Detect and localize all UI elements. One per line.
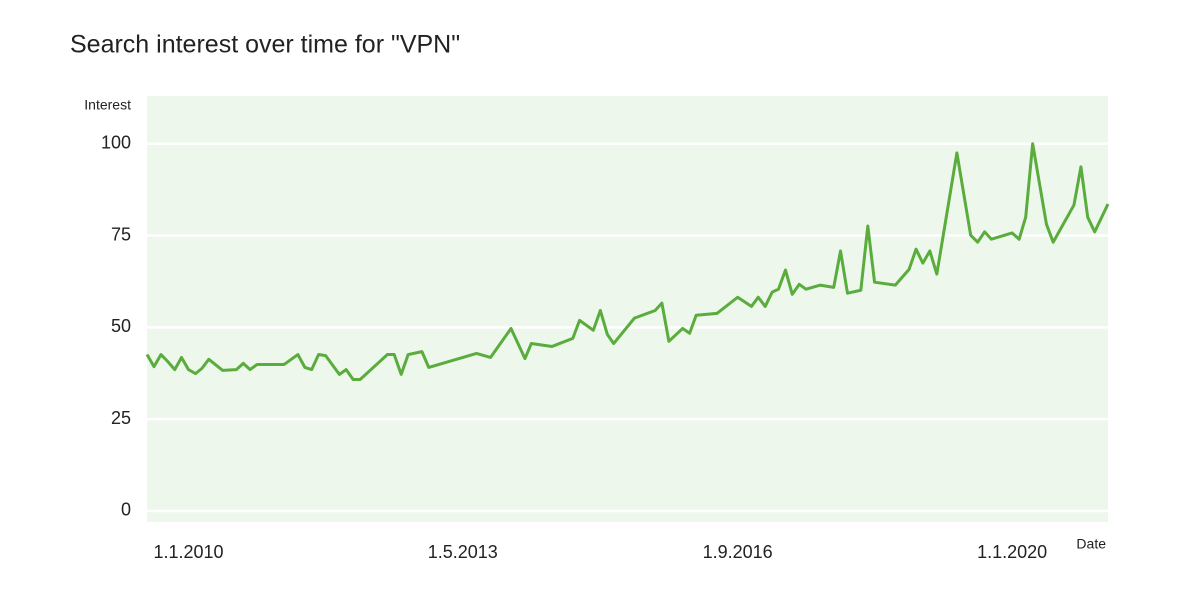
x-axis-label: Date: [1076, 536, 1106, 552]
x-tick-label: 1.9.2016: [703, 542, 773, 562]
x-tick-label: 1.1.2010: [153, 542, 223, 562]
y-tick-label: 75: [111, 224, 131, 244]
y-tick-label: 25: [111, 408, 131, 428]
y-tick-label: 100: [101, 132, 131, 152]
y-axis-label: Interest: [84, 97, 131, 113]
y-tick-label: 50: [111, 316, 131, 336]
data-line: [145, 142, 1110, 382]
plot-area: [147, 96, 1108, 522]
x-tick-label: 1.5.2013: [428, 542, 498, 562]
x-tick-label: 1.1.2020: [977, 542, 1047, 562]
y-tick-label: 0: [121, 500, 131, 520]
chart-title: Search interest over time for "VPN": [70, 31, 460, 59]
